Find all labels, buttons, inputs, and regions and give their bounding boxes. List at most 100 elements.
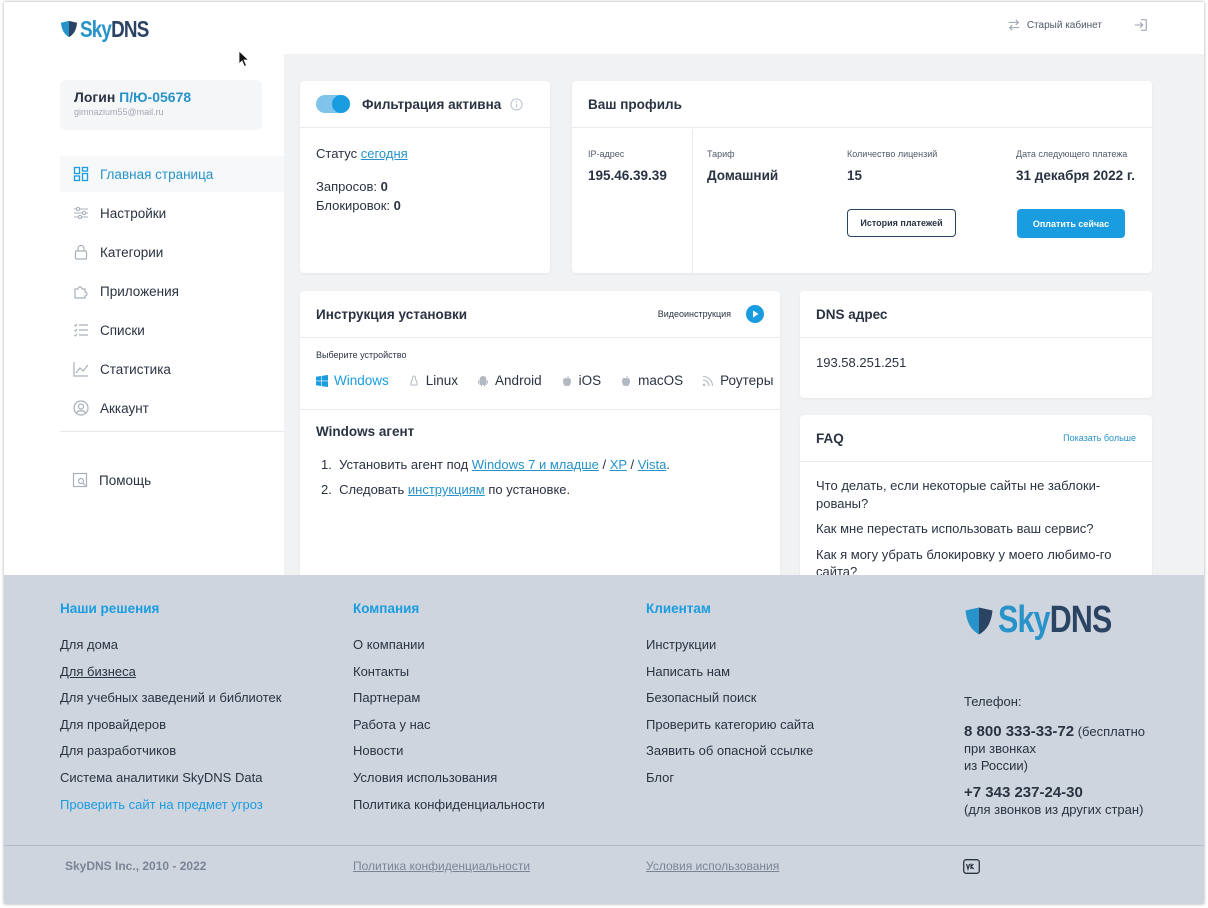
logout-icon[interactable] <box>1134 18 1148 32</box>
footer-link[interactable]: О компании <box>353 637 425 652</box>
sidebar-divider <box>60 431 284 432</box>
status-row: Статус сегодня <box>316 146 408 161</box>
tab-windows[interactable]: Windows <box>316 373 389 388</box>
footer-link[interactable]: Для учебных заведений и библиотек <box>60 690 282 706</box>
faq-title: FAQ <box>816 430 844 446</box>
footer-link[interactable]: Заявить об опасной ссылке <box>646 743 814 759</box>
footer-link[interactable]: Проверить категорию сайта <box>646 716 815 732</box>
footer-link[interactable]: Для провайдеров <box>60 716 166 732</box>
footer-solutions-title: Наши решения <box>60 601 160 616</box>
privacy-policy-link[interactable]: Политика конфиденциальности <box>353 859 531 873</box>
footer-link[interactable]: Система аналитики SkyDNS Data <box>60 769 263 785</box>
terms-link[interactable]: Условия использования <box>646 859 780 873</box>
footer-link[interactable]: Партнерам <box>353 690 421 706</box>
info-icon[interactable] <box>510 97 523 111</box>
sidebar-item-settings[interactable]: Настройки <box>60 195 284 231</box>
agent-title: Windows агент <box>316 424 415 439</box>
sidebar-item-stats[interactable]: Статистика <box>60 351 284 387</box>
logo-text: SkyDNS <box>80 15 149 42</box>
footer-link[interactable]: Работа у нас <box>353 716 431 732</box>
header-actions: Старый кабинет <box>1007 18 1148 32</box>
footer-link[interactable]: Инструкции <box>646 637 717 652</box>
footer-link[interactable]: Политика конфиденциальности <box>353 796 545 812</box>
vk-icon[interactable] <box>963 859 980 874</box>
tab-macos[interactable]: macOS <box>620 373 683 388</box>
instructions-link[interactable]: инструкциям <box>407 482 485 497</box>
footer-company: Компания О компании Контакты Партнерам Р… <box>353 601 545 823</box>
footer-logo: SkyDNS <box>964 599 1140 642</box>
faq-card: FAQ Показать больше Что делать, если нек… <box>800 415 1152 575</box>
phone-number-1[interactable]: 8 800 333-33-72 <box>964 723 1075 740</box>
faq-show-more-link[interactable]: Показать больше <box>1063 433 1136 443</box>
payment-history-button[interactable]: История платежей <box>847 209 956 237</box>
status-today-link[interactable]: сегодня <box>360 146 408 161</box>
footer-clients-title: Клиентам <box>646 601 711 616</box>
tariff-value: Домашний <box>707 168 779 183</box>
install-card-header: Инструкция установки Видеоинструкция <box>300 291 780 338</box>
windows7-link[interactable]: Windows 7 и младше <box>471 457 599 472</box>
phone-number-2[interactable]: +7 343 237-24-30 <box>964 784 1083 801</box>
sidebar-item-label: Настройки <box>100 205 167 221</box>
footer-link[interactable]: Блог <box>646 769 675 785</box>
footer-phones: Телефон: 8 800 333-33-72 (бесплатно при … <box>964 694 1164 828</box>
install-step-2: 2. Следовать инструкциям по установке. <box>321 482 571 497</box>
footer-logo-text: SkyDNS <box>998 599 1112 641</box>
faq-item[interactable]: Что делать, если некоторые сайты не забл… <box>816 478 1101 511</box>
chart-icon <box>73 362 89 377</box>
linux-icon <box>410 374 418 385</box>
profile-grid: IP-адрес 195.46.39.39 Тариф Домашний Кол… <box>572 129 1152 273</box>
dns-card: DNS адрес 193.58.251.251 <box>800 291 1152 398</box>
tariff-column: Тариф Домашний <box>707 149 779 183</box>
blocks-value: 0 <box>393 198 401 213</box>
filter-card: Фильтрация активна Статус сегодня Запрос… <box>300 81 550 273</box>
xp-link[interactable]: XP <box>609 457 627 472</box>
sidebar-item-label: Статистика <box>100 361 171 377</box>
sidebar-item-label: Категории <box>100 244 164 260</box>
sidebar-item-label: Аккаунт <box>100 400 149 416</box>
licenses-column: Количество лицензий 15 <box>847 149 938 183</box>
footer-link[interactable]: Написать нам <box>646 663 731 679</box>
tab-linux[interactable]: Linux <box>408 373 458 388</box>
footer-link[interactable]: Для разработчиков <box>60 743 177 759</box>
filter-toggle[interactable] <box>316 95 350 113</box>
pay-now-button[interactable]: Оплатить сейчас <box>1017 209 1125 238</box>
sidebar: Логин П/Ю-05678 gimnazium55@mail.ru Глав… <box>4 54 284 575</box>
footer-link[interactable]: Для бизнеса <box>60 663 136 679</box>
sidebar-item-help[interactable]: Помощь <box>72 472 151 488</box>
footer-link[interactable]: Контакты <box>353 663 410 679</box>
dns-title: DNS адрес <box>800 291 1152 338</box>
ip-value: 195.46.39.39 <box>588 168 667 183</box>
video-instruction-link[interactable]: Видеоинструкция <box>658 305 764 323</box>
sidebar-item-label: Списки <box>100 322 145 338</box>
phone-label: Телефон: <box>964 694 1022 709</box>
sidebar-nav: Главная страница Настройки Категории При… <box>60 156 284 429</box>
licenses-value: 15 <box>847 168 863 183</box>
sidebar-item-categories[interactable]: Категории <box>60 234 284 270</box>
footer-link-check-site[interactable]: Проверить сайт на предмет угроз <box>60 796 263 812</box>
top-bar: SkyDNS Старый кабинет <box>4 2 1204 54</box>
sidebar-item-label: Приложения <box>100 283 179 299</box>
footer-link[interactable]: Безопасный поиск <box>646 690 757 706</box>
tab-android[interactable]: Android <box>477 373 542 388</box>
footer-link[interactable]: Для дома <box>60 637 119 652</box>
vista-link[interactable]: Vista <box>637 457 667 472</box>
old-cabinet-link[interactable]: Старый кабинет <box>1026 19 1102 31</box>
faq-item[interactable]: Как мне перестать использовать ваш серви… <box>816 521 1094 536</box>
phone-international: +7 343 237-24-30 (для звонков из других … <box>964 784 1164 818</box>
tab-routers[interactable]: Роутеры <box>702 373 773 388</box>
profile-card: Ваш профиль IP-адрес 195.46.39.39 Тариф … <box>572 81 1152 273</box>
faq-item[interactable]: Как я могу убрать блокировку у моего люб… <box>816 546 1112 576</box>
next-payment-value: 31 декабря 2022 г. <box>1016 168 1135 183</box>
sidebar-item-apps[interactable]: Приложения <box>60 273 284 309</box>
footer-link[interactable]: Новости <box>353 743 404 759</box>
tab-ios[interactable]: iOS <box>561 373 601 388</box>
footer-link[interactable]: Условия использования <box>353 769 498 785</box>
device-label: Выберите устройство <box>316 350 407 360</box>
user-circle-icon <box>73 400 89 416</box>
device-tabs: Windows Linux Android iOS macOS <box>316 373 773 388</box>
dns-address[interactable]: 193.58.251.251 <box>816 355 907 370</box>
sidebar-item-lists[interactable]: Списки <box>60 312 284 348</box>
sidebar-item-home[interactable]: Главная страница <box>60 156 284 192</box>
skydns-logo[interactable]: SkyDNS <box>60 16 164 42</box>
sidebar-item-account[interactable]: Аккаунт <box>60 390 284 426</box>
